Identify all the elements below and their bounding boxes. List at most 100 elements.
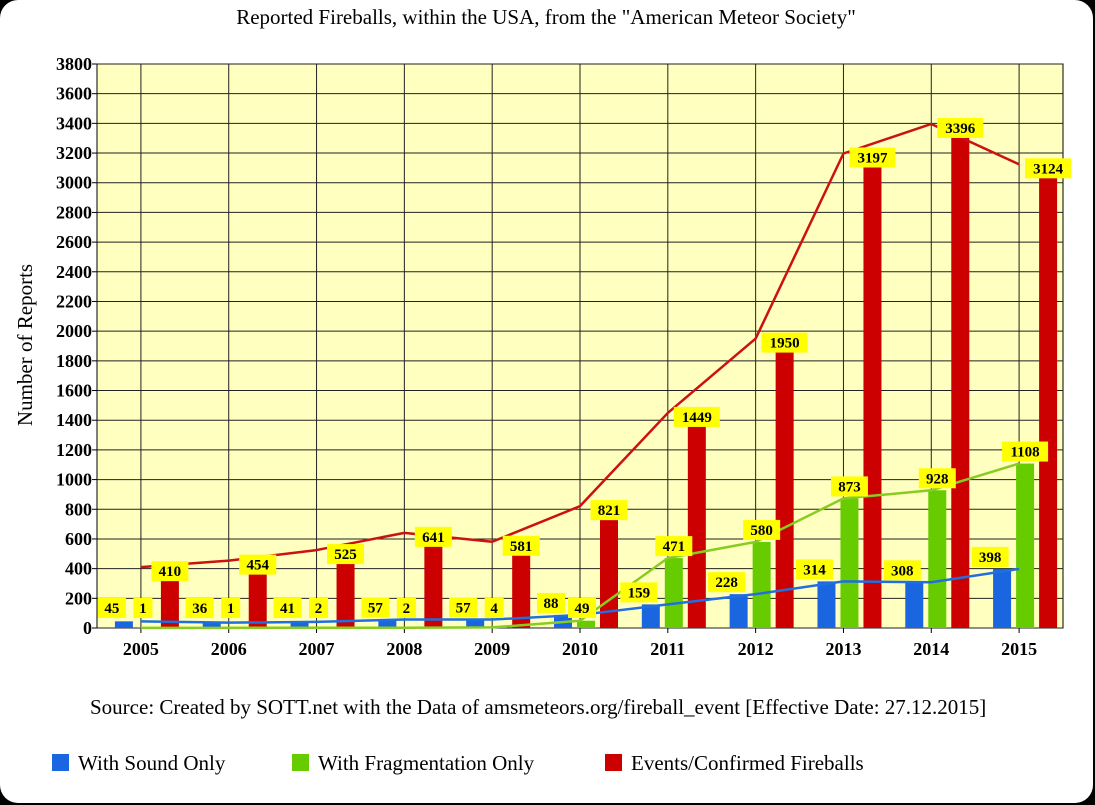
data-label-bg — [918, 468, 956, 489]
source-note: Source: Created by SOTT.net with the Dat… — [90, 695, 986, 719]
data-label-text: 228 — [715, 575, 738, 591]
data-label-bg — [484, 598, 504, 618]
data-label-bg — [414, 526, 452, 547]
data-label-2-5: 821 — [590, 500, 628, 521]
data-label-0-0: 45 — [97, 598, 126, 618]
bar-2-10 — [1039, 164, 1058, 628]
legend-swatch — [292, 754, 309, 771]
x-tick-label: 2008 — [386, 639, 422, 659]
data-label-2-8: 3197 — [849, 147, 896, 168]
data-label-text: 3124 — [1033, 161, 1064, 177]
y-tick-label: 3000 — [56, 173, 92, 193]
data-label-bg — [849, 147, 896, 168]
data-label-text: 3396 — [945, 121, 976, 137]
legend-swatch — [52, 754, 69, 771]
data-label-bg — [449, 597, 478, 618]
data-label-2-9: 3396 — [937, 117, 984, 138]
data-label-bg — [673, 406, 720, 427]
bar-1-6 — [664, 558, 683, 628]
data-label-text: 314 — [803, 562, 826, 578]
y-tick-label: 2600 — [56, 232, 92, 252]
bar-0-6 — [641, 604, 660, 628]
data-label-bg — [537, 592, 565, 613]
data-label-1-9: 928 — [918, 468, 956, 489]
data-label-0-5: 88 — [537, 592, 565, 613]
bar-2-4 — [512, 541, 531, 628]
data-label-1-0: 1 — [133, 598, 153, 618]
y-tick-label: 400 — [65, 559, 92, 579]
data-label-text: 581 — [510, 539, 533, 555]
data-label-1-8: 873 — [830, 476, 868, 497]
data-label-bg — [1025, 158, 1072, 179]
data-label-bg — [361, 597, 390, 618]
y-tick-label: 600 — [65, 529, 92, 549]
data-label-1-2: 2 — [309, 598, 329, 618]
data-label-0-8: 314 — [795, 559, 833, 580]
data-label-bg — [97, 598, 126, 618]
y-tick-label: 200 — [65, 588, 92, 608]
legend-item-0: With Sound Only — [52, 751, 226, 775]
data-label-0-2: 41 — [273, 598, 302, 618]
data-label-2-2: 525 — [327, 544, 365, 565]
data-label-bg — [708, 572, 746, 593]
data-label-text: 2 — [403, 601, 411, 617]
bar-2-0 — [160, 567, 179, 628]
data-label-1-10: 1108 — [1002, 441, 1049, 462]
x-tick-label: 2010 — [562, 639, 598, 659]
y-tick-label: 800 — [65, 499, 92, 519]
bar-0-9 — [905, 582, 924, 628]
data-label-text: 410 — [159, 564, 182, 580]
data-label-bg — [396, 598, 416, 618]
x-tick-label: 2007 — [299, 639, 335, 659]
y-tick-label: 1400 — [56, 410, 92, 430]
data-label-0-6: 159 — [620, 582, 658, 603]
data-label-text: 1950 — [770, 336, 800, 352]
data-label-text: 41 — [280, 601, 295, 617]
data-label-text: 308 — [891, 563, 914, 579]
y-tick-label: 2000 — [56, 321, 92, 341]
data-label-0-7: 228 — [708, 572, 746, 593]
data-label-text: 580 — [750, 523, 773, 539]
data-label-2-7: 1950 — [761, 332, 808, 353]
data-label-text: 159 — [628, 585, 651, 601]
bar-0-8 — [817, 581, 836, 628]
data-label-bg — [795, 559, 833, 580]
data-label-bg — [133, 598, 153, 618]
y-tick-label: 1200 — [56, 440, 92, 460]
data-label-2-0: 410 — [151, 561, 189, 582]
data-label-bg — [883, 560, 921, 581]
bar-1-5 — [577, 620, 595, 628]
legend-label: With Sound Only — [78, 751, 226, 775]
data-label-text: 873 — [838, 479, 861, 495]
bar-0-4 — [466, 619, 485, 628]
data-labels: 45 36 41 57 57 88 159 228 314 308 398 1 1 2 2 4 49 471 580… — [97, 117, 1072, 618]
x-tick-label: 2013 — [825, 639, 861, 659]
data-label-1-7: 580 — [743, 519, 781, 540]
x-tick-label: 2009 — [474, 639, 510, 659]
data-label-bg — [239, 554, 277, 575]
bar-2-9 — [951, 123, 970, 629]
bar-2-7 — [775, 338, 794, 628]
grid-lines — [97, 63, 1063, 629]
data-label-1-6: 471 — [655, 536, 693, 557]
x-tick-label: 2014 — [913, 639, 949, 659]
y-tick-label: 2400 — [56, 262, 92, 282]
data-label-2-10: 3124 — [1025, 158, 1072, 179]
bar-2-3 — [424, 532, 443, 628]
data-label-text: 36 — [192, 601, 208, 617]
data-label-1-1: 1 — [221, 598, 241, 618]
data-label-bg — [185, 598, 214, 618]
data-label-text: 49 — [575, 601, 590, 617]
data-label-bg — [590, 500, 628, 521]
x-tick-label: 2015 — [1001, 639, 1037, 659]
data-label-text: 928 — [926, 471, 949, 487]
data-label-bg — [221, 598, 241, 618]
y-tick-label: 3600 — [56, 84, 92, 104]
data-label-text: 4 — [490, 601, 498, 617]
chart-title: Reported Fireballs, within the USA, from… — [236, 5, 856, 29]
bars — [114, 123, 1058, 629]
bar-0-10 — [993, 568, 1012, 628]
data-label-bg — [937, 117, 984, 138]
